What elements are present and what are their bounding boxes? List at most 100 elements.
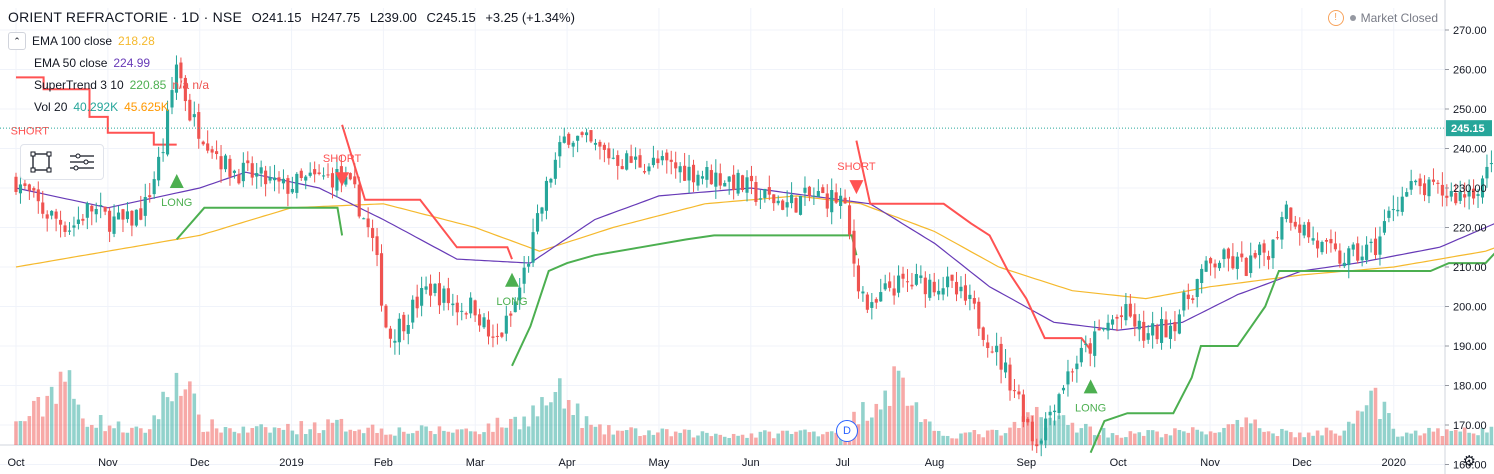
candle-body [946,276,950,288]
symbol-title[interactable]: ORIENT REFRACTORIE · 1D · NSE [8,9,242,25]
volume-bar [803,429,807,445]
volume-bar [219,432,223,445]
collapse-legend-button[interactable]: ⌃ [8,32,26,50]
volume-value: 40.292K [73,100,119,114]
volume-bar [1346,421,1351,445]
volume-bar [241,426,246,445]
volume-bar [477,434,482,445]
legend-volume[interactable]: Vol 20 40.292K 45.625K [8,96,215,118]
volume-bar [1079,428,1084,445]
candle-body [170,90,174,108]
time-tick-label: Nov [98,457,118,469]
volume-bar [228,428,232,445]
candle-body [1387,210,1391,218]
gear-icon[interactable]: ⚙ [1462,453,1476,470]
volume-bar [985,430,990,445]
volume-bar [1244,417,1249,445]
volume-bar [1101,427,1106,445]
candle-body [1021,394,1025,422]
volume-bar [433,434,437,445]
candle-body [50,210,54,216]
long-signal-arrow [169,174,184,188]
candle-body [152,179,156,195]
volume-bar [740,434,745,445]
volume-bar [116,421,121,445]
candle-body [174,64,179,93]
volume-bar [954,438,959,445]
volume-bar [1436,428,1440,445]
volume-bar [1373,387,1378,445]
legend-ema100[interactable]: ⌃ EMA 100 close 218.28 [8,30,215,52]
volume-bar [143,432,148,445]
volume-bar [174,372,179,445]
volume-bar [1222,427,1226,445]
volume-bar [1141,435,1146,445]
volume-bar [602,434,607,445]
candle-body [1177,314,1181,334]
list-settings-icon[interactable] [68,150,96,174]
volume-bar [798,430,803,445]
volume-bar [905,405,910,445]
volume-bar [424,426,428,445]
price-axis[interactable]: 270.00 260.00 250.00 240.00 230.00 220.00 210.… [1445,25,1487,472]
candle-body [45,214,49,219]
open-value: 241.15 [261,10,302,25]
volume-bar [263,427,268,445]
volume-bar [531,405,535,445]
volume-bar [580,427,584,445]
candle-body [1347,248,1351,266]
volume-bar [156,419,161,445]
volume-bar [402,431,406,445]
candle-body [678,166,682,173]
volume-bar [254,426,259,445]
candle-body [798,195,803,215]
candle-body [290,188,294,193]
candle-body [116,212,121,220]
candle-body [215,151,219,155]
dividend-marker[interactable]: D [836,420,858,442]
candle-body [1079,347,1083,363]
volume-bar [107,425,112,445]
candle-body [1280,217,1284,240]
market-status-text: Market Closed [1360,11,1438,25]
price-tick-label: 240.00 [1453,144,1487,156]
candle-body [388,328,392,339]
volume-bar [945,435,950,445]
legend-supertrend[interactable]: SuperTrend 3 10 220.85 n/a n/a [8,74,215,96]
volume-bar [308,429,312,445]
volume-bar [201,431,205,445]
candle-body [121,209,125,220]
volume-bar [593,426,598,445]
indicator-legend: ⌃ EMA 100 close 218.28 EMA 50 close 224.… [8,30,215,118]
volume-bar [1293,437,1298,445]
candle-body [1168,325,1173,339]
candle-body [428,283,433,296]
candle-body [469,297,473,314]
volume-bar [232,431,237,445]
select-rectangle-icon[interactable] [29,150,53,174]
candle-body [139,208,143,220]
volume-bar [1066,424,1070,445]
candle-body [134,209,138,226]
candle-body [1142,321,1146,341]
candle-body [852,230,856,264]
legend-ema50[interactable]: EMA 50 close 224.99 [8,52,215,74]
warning-icon[interactable]: ! [1327,10,1344,26]
volume-bar [165,397,170,445]
candle-body [883,283,887,290]
supertrend-up-segment [175,206,344,241]
volume-bar [1342,430,1347,445]
market-status[interactable]: ! Market Closed [1327,10,1438,26]
volume-bar [1391,428,1396,445]
time-axis[interactable]: Oct Nov Dec 2019 Feb Mar Apr May Jun Jul Aug Sep Oct… [7,457,1406,469]
volume-bar [1110,433,1115,445]
volume-bar [1039,417,1043,445]
volume-bar [272,427,277,445]
candle-body [1003,362,1008,373]
volume-bar [522,416,526,445]
volume-bar [807,432,812,445]
supertrend-down-segment [16,76,177,146]
volume-bar [1173,428,1177,445]
volume-bar [856,424,861,445]
